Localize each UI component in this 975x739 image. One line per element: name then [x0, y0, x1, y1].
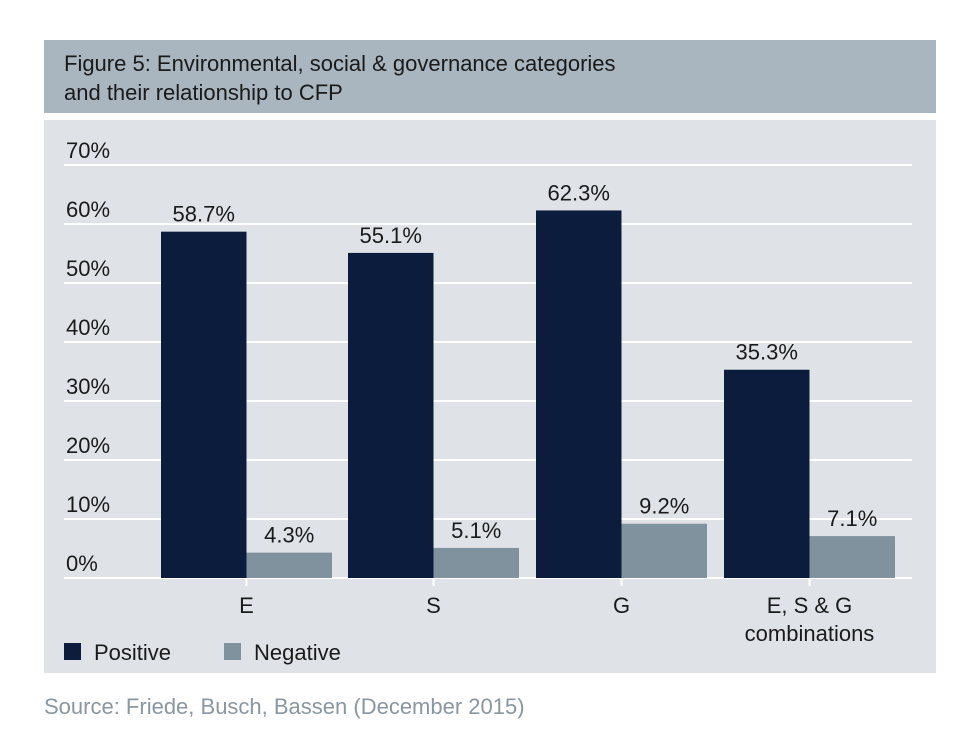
data-label: 5.1% [451, 518, 501, 543]
chart-subtitle: and their relationship to CFP [64, 80, 343, 105]
y-tick-label: 0% [66, 551, 98, 576]
data-label: 4.3% [264, 523, 314, 548]
chart-title: Figure 5: Environmental, social & govern… [64, 51, 616, 76]
bar-positive [161, 231, 247, 579]
y-tick-label: 60% [66, 197, 110, 222]
bar-positive [724, 369, 810, 578]
bar-positive [348, 252, 434, 578]
bar-positive [536, 210, 622, 578]
bar-negative [433, 547, 519, 578]
y-tick-label: 50% [66, 256, 110, 281]
y-tick-label: 70% [66, 138, 110, 163]
data-label: 62.3% [548, 180, 610, 205]
legend-swatch-positive [64, 643, 81, 660]
x-tick-label: combinations [745, 621, 875, 646]
bar-negative [246, 552, 332, 578]
x-tick-label: S [426, 593, 441, 618]
title-band: Figure 5: Environmental, social & govern… [44, 40, 936, 113]
legend-label: Positive [94, 640, 171, 665]
data-label: 35.3% [736, 340, 798, 365]
bar-negative [621, 523, 707, 578]
y-tick-label: 20% [66, 433, 110, 458]
y-tick-label: 10% [66, 492, 110, 517]
x-tick-label: E [239, 593, 254, 618]
bar-negative [809, 536, 895, 578]
data-label: 9.2% [639, 494, 689, 519]
legend-swatch-negative [224, 643, 241, 660]
legend-label: Negative [254, 640, 341, 665]
source-note: Source: Friede, Busch, Bassen (December … [44, 694, 525, 719]
x-tick-label: G [613, 593, 630, 618]
y-tick-label: 40% [66, 315, 110, 340]
x-tick-label: E, S & G [767, 593, 853, 618]
data-label: 58.7% [173, 202, 235, 227]
data-label: 7.1% [827, 506, 877, 531]
y-tick-label: 30% [66, 374, 110, 399]
data-label: 55.1% [360, 223, 422, 248]
